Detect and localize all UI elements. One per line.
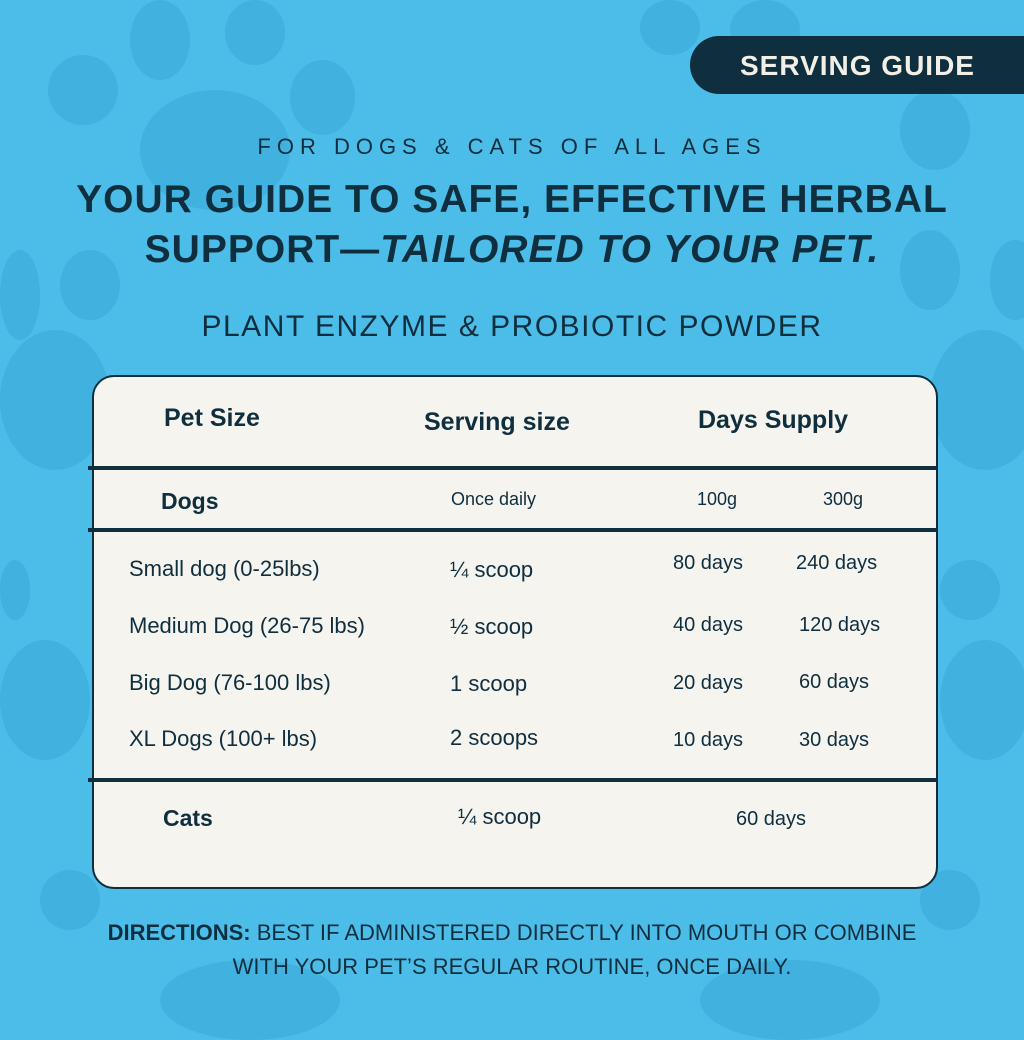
days-300g: 240 days [796, 552, 878, 574]
size-100g: 100g [697, 489, 738, 509]
divider [88, 466, 936, 470]
days-300g: 120 days [799, 614, 881, 636]
serving-guide-badge: SERVING GUIDE [690, 36, 1024, 94]
cats-label: Cats [163, 805, 213, 831]
cats-days: 60 days [736, 808, 807, 830]
headline-line-2: SUPPORT—TAILORED TO YOUR PET. [0, 228, 1024, 272]
product-name: PLANT ENZYME & PROBIOTIC POWDER [201, 310, 823, 343]
size-300g: 300g [823, 489, 864, 509]
directions-line-1: DIRECTIONS: BEST IF ADMINISTERED DIRECTL… [0, 920, 1024, 946]
serving: ¼ scoop [450, 557, 534, 582]
header-days-supply: Days Supply [698, 406, 849, 434]
header-pet-size: Pet Size [164, 404, 260, 432]
headline-italic: TAILORED TO YOUR PET. [380, 228, 880, 271]
pet-size: XL Dogs (100+ lbs) [129, 726, 318, 751]
divider [88, 778, 936, 782]
pet-size: Small dog (0-25lbs) [129, 556, 320, 581]
divider [88, 528, 936, 532]
dogs-label: Dogs [161, 488, 219, 514]
serving: ½ scoop [450, 614, 534, 639]
days-100g: 40 days [673, 614, 744, 636]
serving-table [92, 375, 938, 889]
directions-line-2: WITH YOUR PET’S REGULAR ROUTINE, ONCE DA… [232, 954, 792, 979]
header-serving-size: Serving size [424, 408, 570, 436]
directions-label: DIRECTIONS: [107, 920, 251, 945]
days-100g: 80 days [673, 552, 744, 574]
days-300g: 60 days [799, 671, 870, 693]
serving: 2 scoops [450, 725, 539, 750]
cats-serving: ¼ scoop [458, 804, 542, 829]
badge-label: SERVING GUIDE [740, 50, 975, 81]
serving: 1 scoop [450, 671, 528, 696]
days-100g: 20 days [673, 672, 744, 694]
days-300g: 30 days [799, 729, 870, 751]
pet-size: Big Dog (76-100 lbs) [129, 670, 331, 695]
days-100g: 10 days [673, 729, 744, 751]
headline-plain: SUPPORT— [144, 228, 381, 271]
headline-line-1: YOUR GUIDE TO SAFE, EFFECTIVE HERBAL [76, 178, 948, 221]
subtitle: FOR DOGS & CATS OF ALL AGES [257, 134, 767, 159]
directions-text-1: BEST IF ADMINISTERED DIRECTLY INTO MOUTH… [256, 920, 917, 945]
dogs-frequency: Once daily [451, 489, 537, 509]
pet-size: Medium Dog (26-75 lbs) [129, 613, 365, 638]
